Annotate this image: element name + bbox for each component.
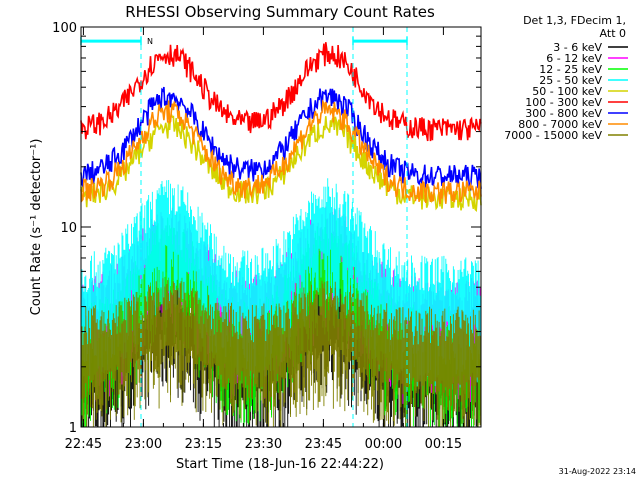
legend-entry: 800 - 7000 keV bbox=[518, 118, 602, 131]
x-tick-label: 00:00 bbox=[365, 437, 402, 452]
series-50-100-kev bbox=[80, 112, 482, 212]
legend-entry: 7000 - 15000 keV bbox=[504, 129, 602, 142]
x-tick-label: 23:00 bbox=[125, 437, 162, 452]
series-line bbox=[80, 86, 482, 192]
y-axis-label: Count Rate (s⁻¹ detector⁻¹) bbox=[29, 139, 44, 316]
flag-bar: N bbox=[80, 27, 408, 427]
legend-entry: 300 - 800 keV bbox=[525, 107, 602, 120]
chart-title: RHESSI Observing Summary Count Rates bbox=[125, 3, 435, 21]
legend-entry: 12 - 25 keV bbox=[539, 63, 602, 76]
legend-header-line-2: Att 0 bbox=[600, 27, 626, 40]
x-tick-label: 22:45 bbox=[65, 437, 102, 452]
x-tick-label: 00:15 bbox=[425, 437, 462, 452]
legend-entry: 6 - 12 keV bbox=[546, 52, 602, 65]
x-tick-label: 23:45 bbox=[305, 437, 342, 452]
y-tick-label: 1 bbox=[69, 421, 77, 436]
series-line bbox=[80, 112, 482, 212]
series-100-300-kev bbox=[80, 42, 482, 142]
y-tick-label: 100 bbox=[52, 21, 77, 36]
generation-timestamp: 31-Aug-2022 23:14 bbox=[559, 467, 636, 476]
axis-ticks: 22:45 23:00 23:15 23:30 23:45 00:00 00:15 1 10 10… bbox=[52, 21, 481, 452]
flag-label: N bbox=[147, 37, 153, 46]
legend-entry: 3 - 6 keV bbox=[553, 41, 602, 54]
legend-header-line-1: Det 1,3, FDecim 1, bbox=[523, 14, 626, 27]
plot-area bbox=[80, 42, 482, 427]
series-line bbox=[80, 42, 482, 142]
x-axis-label: Start Time (18-Jun-16 22:44:22) bbox=[176, 457, 384, 472]
legend-entry: 50 - 100 keV bbox=[532, 85, 602, 98]
series-300-800-kev bbox=[80, 86, 482, 192]
series-800-7000-kev bbox=[80, 99, 482, 204]
legend-entry: 100 - 300 keV bbox=[525, 96, 602, 109]
y-tick-label: 10 bbox=[60, 221, 77, 236]
series-line bbox=[80, 99, 482, 204]
legend-entry: 25 - 50 keV bbox=[539, 74, 602, 87]
x-tick-label: 23:30 bbox=[245, 437, 282, 452]
x-tick-label: 23:15 bbox=[185, 437, 222, 452]
